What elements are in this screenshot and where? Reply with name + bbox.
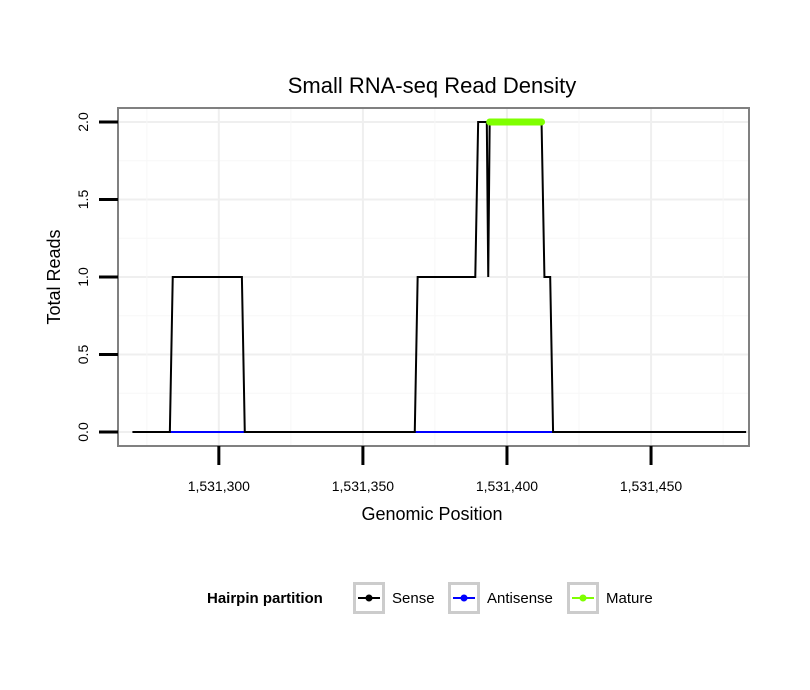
chart-title: Small RNA-seq Read Density	[288, 73, 577, 98]
y-tick-label: 1.0	[75, 267, 91, 287]
x-tick-label: 1,531,400	[476, 478, 538, 494]
y-tick-label: 2.0	[75, 112, 91, 132]
series-sense-line	[132, 120, 747, 434]
legend-label-sense: Sense	[392, 590, 435, 607]
legend-label-antisense: Antisense	[487, 590, 553, 607]
legend-title: Hairpin partition	[207, 590, 323, 607]
x-tick-label: 1,531,450	[620, 478, 682, 494]
y-tick-label: 0.0	[75, 422, 91, 442]
y-tick-label: 1.5	[75, 190, 91, 210]
series-layer	[132, 118, 747, 434]
legend-marker-sense	[365, 594, 373, 602]
x-tick-label: 1,531,300	[188, 478, 250, 494]
y-tick-label: 0.5	[75, 345, 91, 365]
legend: Hairpin partition Sense Antisense Mature	[207, 582, 653, 614]
legend-marker-mature	[579, 594, 587, 602]
x-tick-label: 1,531,350	[332, 478, 394, 494]
x-axis: 1,531,300 1,531,350 1,531,400 1,531,450	[188, 446, 682, 494]
y-axis: 0.0 0.5 1.0 1.5 2.0	[75, 112, 118, 442]
legend-marker-antisense	[460, 594, 468, 602]
legend-label-mature: Mature	[606, 590, 653, 607]
y-axis-label: Total Reads	[44, 229, 64, 324]
x-axis-label: Genomic Position	[361, 504, 502, 524]
